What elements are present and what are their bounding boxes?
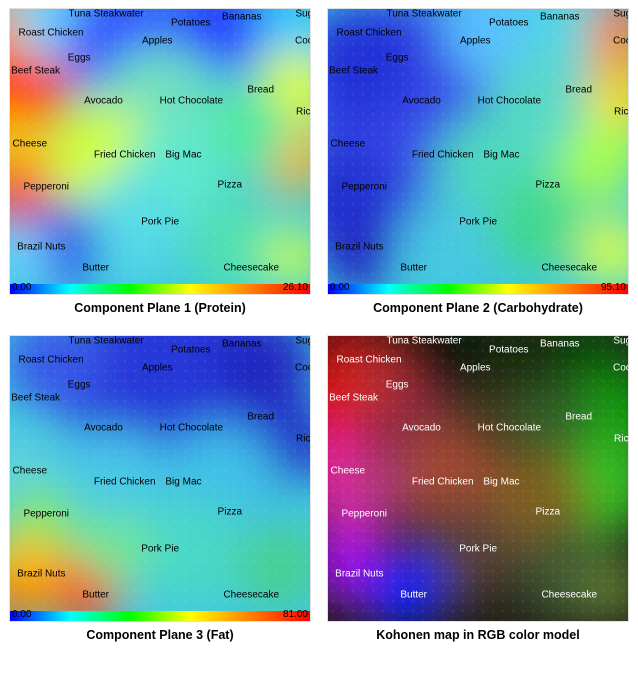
scale-hi: 26.10 <box>283 282 308 293</box>
map-carbohydrate: Tuna SteakwaterPotatoesBananasSugarRoast… <box>327 8 629 295</box>
map-kohonen: Tuna SteakwaterPotatoesBananasSugarRoast… <box>327 335 629 622</box>
panel-carbohydrate: Tuna SteakwaterPotatoesBananasSugarRoast… <box>326 8 630 315</box>
map-fat: Tuna SteakwaterPotatoesBananasSugarRoast… <box>9 335 311 622</box>
panel-protein: Tuna SteakwaterPotatoesBananasSugarRoast… <box>8 8 312 315</box>
scalebar-fat: 0.00 81.00 <box>10 607 310 621</box>
scalebar-protein: 0.00 26.10 <box>10 280 310 294</box>
caption-carbohydrate: Component Plane 2 (Carbohydrate) <box>373 301 583 315</box>
caption-fat: Component Plane 3 (Fat) <box>86 628 233 642</box>
scale-hi: 81.00 <box>283 609 308 620</box>
scale-lo: 0.00 <box>330 282 349 293</box>
caption-protein: Component Plane 1 (Protein) <box>74 301 246 315</box>
map-protein: Tuna SteakwaterPotatoesBananasSugarRoast… <box>9 8 311 295</box>
scale-hi: 95.10 <box>601 282 626 293</box>
scale-lo: 0.00 <box>12 609 31 620</box>
scale-lo: 0.00 <box>12 282 31 293</box>
caption-kohonen: Kohonen map in RGB color model <box>376 628 579 642</box>
scalebar-carbohydrate: 0.00 95.10 <box>328 280 628 294</box>
panel-fat: Tuna SteakwaterPotatoesBananasSugarRoast… <box>8 335 312 642</box>
panel-kohonen: Tuna SteakwaterPotatoesBananasSugarRoast… <box>326 335 630 642</box>
panel-grid: Tuna SteakwaterPotatoesBananasSugarRoast… <box>8 8 630 642</box>
